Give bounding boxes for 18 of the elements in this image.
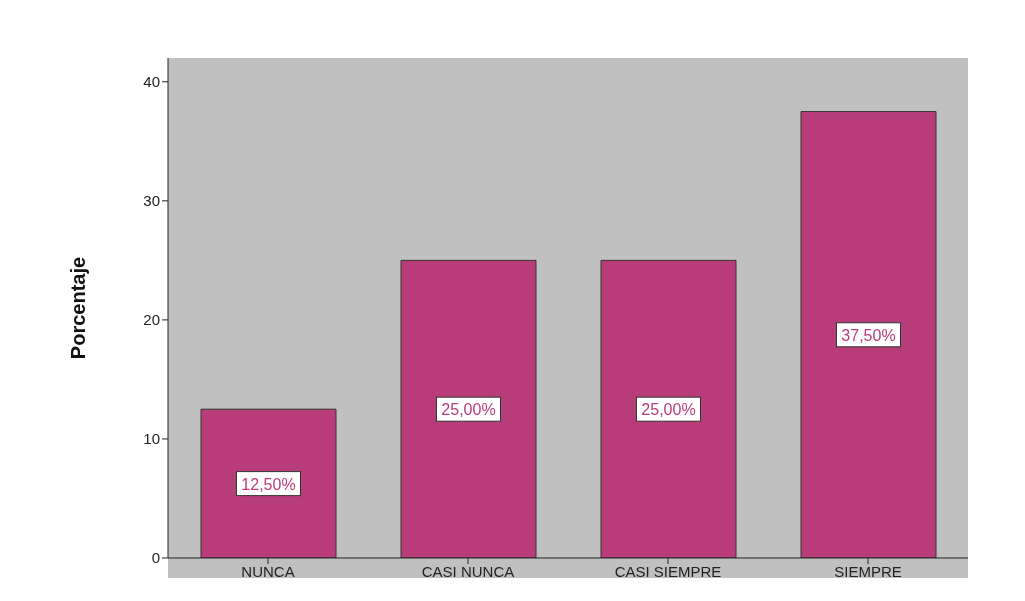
y-tick-label: 20 [143, 311, 160, 329]
bar [600, 259, 737, 558]
x-tick-label: SIEMPRE [834, 562, 902, 580]
bar [800, 111, 937, 558]
y-tick-label: 40 [143, 73, 160, 91]
data-label: 25,00% [641, 401, 696, 419]
data-label: 12,50% [241, 475, 296, 493]
bar [400, 259, 537, 558]
bar [200, 408, 337, 558]
x-tick-label: CASI NUNCA [421, 562, 515, 580]
y-tick-label: 0 [151, 549, 160, 567]
data-label: 25,00% [441, 401, 496, 419]
y-tick-label: 10 [143, 430, 160, 448]
y-tick-label: 30 [143, 192, 160, 210]
y-axis-title: Porcentaje [67, 256, 90, 360]
data-label: 37,50% [841, 326, 896, 344]
x-tick-label: CASI SIEMPRE [614, 562, 722, 580]
x-tick-label: NUNCA [241, 562, 295, 580]
